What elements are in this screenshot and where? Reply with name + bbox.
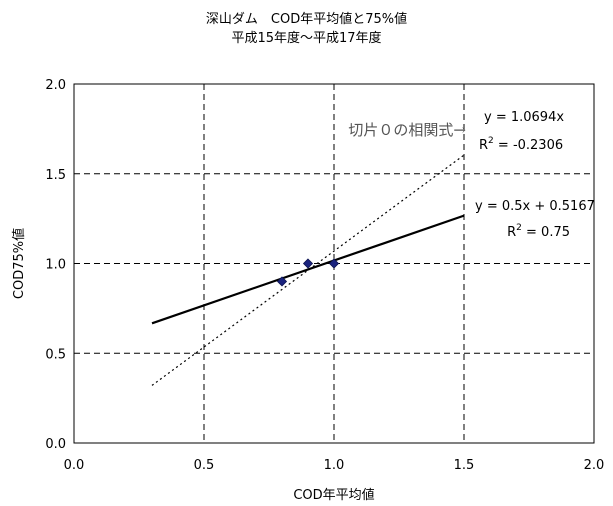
- data-point: [302, 258, 314, 269]
- linear-trendline-equation: y = 0.5x + 0.5167: [475, 199, 595, 214]
- y-tick-label: 1.5: [45, 168, 66, 183]
- x-tick-label: 1.5: [454, 458, 475, 473]
- origin-trendline-equation: y = 1.0694x: [484, 110, 564, 125]
- data-point: [276, 276, 288, 287]
- y-tick-label: 2.0: [45, 78, 66, 93]
- linear-trendline: [151, 214, 465, 325]
- x-axis-label: COD年平均値: [293, 487, 374, 503]
- x-tick-label: 0.5: [194, 458, 215, 473]
- x-tick-label: 0.0: [64, 458, 85, 473]
- x-tick-label: 1.0: [324, 458, 345, 473]
- chart-subtitle: 平成15年度～平成17年度: [231, 31, 382, 46]
- chart-title: 深山ダム COD年平均値と75%値: [205, 12, 408, 27]
- x-tick-label: 2.0: [584, 458, 605, 473]
- y-axis-label: COD75%値: [11, 228, 27, 299]
- origin-annotation: 切片０の相関式→: [348, 121, 466, 139]
- y-tick-label: 0.5: [45, 347, 66, 362]
- data-point: [328, 258, 340, 269]
- y-tick-label: 0.0: [45, 437, 66, 452]
- linear-trendline-r2: R2 = 0.75: [507, 223, 570, 240]
- origin-trendline-r2: R2 = -0.2306: [479, 136, 563, 153]
- y-tick-label: 1.0: [45, 258, 66, 273]
